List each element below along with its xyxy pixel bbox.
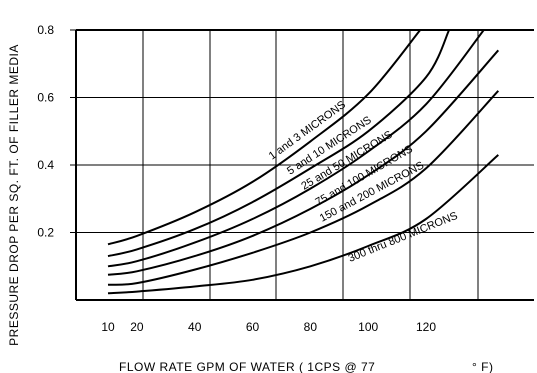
y-tick-label: 0.6	[37, 91, 54, 105]
y-tick-label: 0.8	[37, 23, 54, 37]
series-label: 300 thru 800 MICRONS	[347, 210, 460, 265]
series-curve	[107, 49, 500, 276]
x-axis-title: FLOW RATE GPM OF WATER ( 1CPS @ 77	[119, 360, 375, 373]
x-tick-label: 40	[188, 320, 202, 334]
y-tick-labels: 0.2 0.4 0.6 0.8	[37, 23, 54, 240]
x-tick-label: 60	[246, 320, 260, 334]
x-tick-label: 80	[304, 320, 318, 334]
y-axis-title: PRESSURE DROP PER SQ. FT. OF FILLER MEDI…	[7, 44, 21, 346]
series-curve	[107, 90, 500, 286]
y-tick-label: 0.2	[37, 226, 54, 240]
x-tick-labels: 10 20 40 60 80 100 120	[101, 320, 436, 334]
series-curve	[107, 154, 499, 295]
x-tick-label: 20	[130, 320, 144, 334]
x-tick-label: 10	[101, 320, 115, 334]
series-curve	[107, 30, 485, 268]
x-tick-label: 120	[416, 320, 436, 334]
series-curve	[107, 30, 421, 246]
series-curve	[107, 30, 451, 258]
x-tick-label: 100	[358, 320, 378, 334]
y-tick-label: 0.4	[37, 158, 54, 172]
x-axis-unit: ° F)	[472, 360, 493, 373]
series-curves	[107, 30, 500, 295]
